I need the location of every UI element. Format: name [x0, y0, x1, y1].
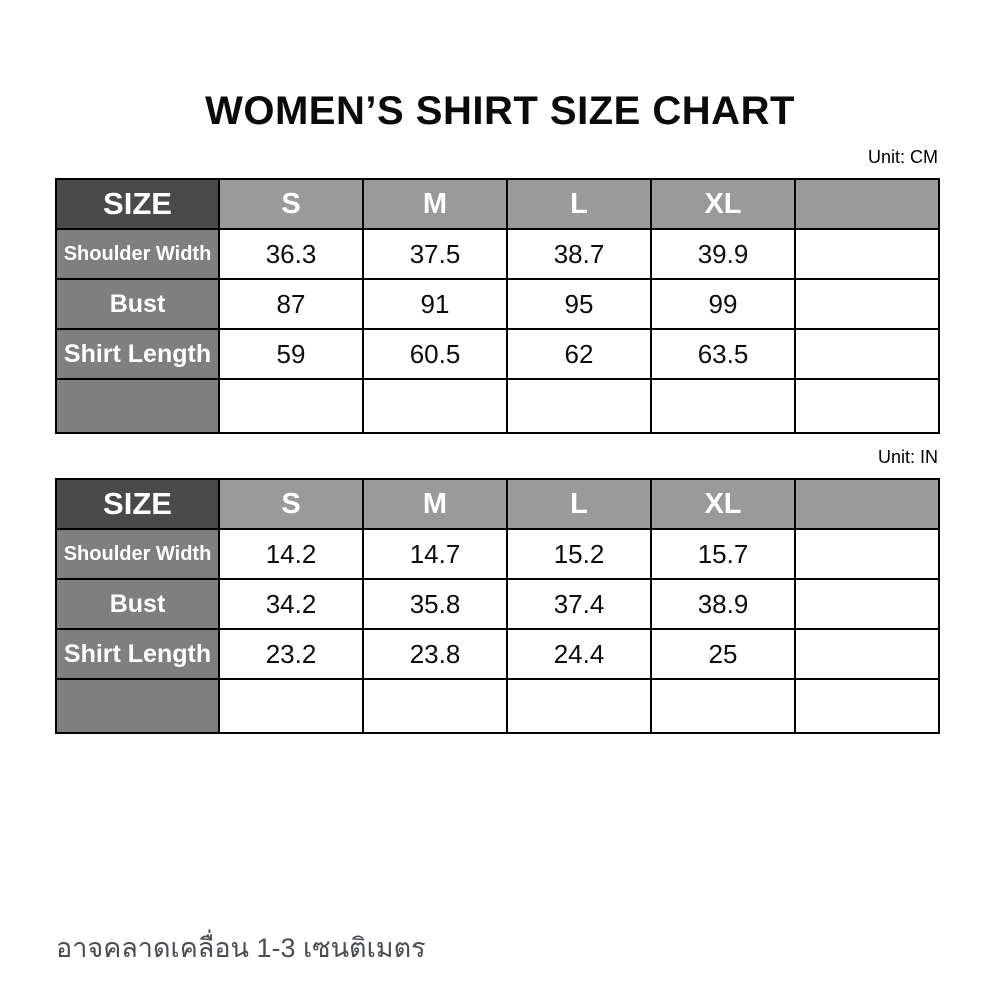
column-header-s: S — [218, 478, 364, 530]
data-cell: 36.3 — [218, 228, 364, 280]
data-cell: 87 — [218, 278, 364, 330]
table-row: Shoulder Width 36.3 37.5 38.7 39.9 — [55, 228, 940, 280]
data-cell: 34.2 — [218, 578, 364, 630]
row-label: Bust — [55, 578, 220, 630]
data-cell — [362, 378, 508, 434]
data-cell — [794, 378, 940, 434]
data-cell — [794, 328, 940, 380]
table-row-empty — [55, 378, 940, 434]
data-cell: 37.5 — [362, 228, 508, 280]
data-cell — [218, 678, 364, 734]
header-row: SIZE S M L XL — [55, 178, 940, 230]
unit-label-in: Unit: IN — [877, 447, 938, 467]
table-row: Bust 34.2 35.8 37.4 38.9 — [55, 578, 940, 630]
header-row: SIZE S M L XL — [55, 478, 940, 530]
data-cell: 24.4 — [506, 628, 652, 680]
data-cell: 63.5 — [650, 328, 796, 380]
data-cell — [794, 228, 940, 280]
data-cell — [506, 678, 652, 734]
data-cell — [650, 678, 796, 734]
data-cell: 14.7 — [362, 528, 508, 580]
column-header-l: L — [506, 478, 652, 530]
data-cell — [794, 628, 940, 680]
data-cell: 14.2 — [218, 528, 364, 580]
column-header-empty — [794, 178, 940, 230]
column-header-m: M — [362, 178, 508, 230]
unit-label-cm: Unit: CM — [867, 147, 938, 167]
data-cell — [218, 378, 364, 434]
data-cell: 15.7 — [650, 528, 796, 580]
data-cell — [794, 278, 940, 330]
column-header-xl: XL — [650, 178, 796, 230]
data-cell: 91 — [362, 278, 508, 330]
tolerance-footnote: อาจคลาดเคลื่อน 1-3 เซนติเมตร — [56, 933, 426, 963]
data-cell: 38.9 — [650, 578, 796, 630]
data-cell: 25 — [650, 628, 796, 680]
page-title: WOMEN’S SHIRT SIZE CHART — [205, 88, 795, 133]
table-row: Bust 87 91 95 99 — [55, 278, 940, 330]
row-label: Shoulder Width — [55, 228, 220, 280]
data-cell — [506, 378, 652, 434]
column-header-s: S — [218, 178, 364, 230]
table-row: Shirt Length 23.2 23.8 24.4 25 — [55, 628, 940, 680]
column-header-m: M — [362, 478, 508, 530]
data-cell: 38.7 — [506, 228, 652, 280]
data-cell — [650, 378, 796, 434]
row-label: Bust — [55, 278, 220, 330]
data-cell: 99 — [650, 278, 796, 330]
column-header-empty — [794, 478, 940, 530]
row-label — [55, 678, 220, 734]
data-cell — [794, 528, 940, 580]
data-cell: 15.2 — [506, 528, 652, 580]
column-header-xl: XL — [650, 478, 796, 530]
row-label: Shirt Length — [55, 328, 220, 380]
data-cell: 37.4 — [506, 578, 652, 630]
data-cell — [362, 678, 508, 734]
data-cell: 60.5 — [362, 328, 508, 380]
data-cell — [794, 578, 940, 630]
size-corner-cell: SIZE — [55, 178, 220, 230]
data-cell: 23.8 — [362, 628, 508, 680]
table-row: Shoulder Width 14.2 14.7 15.2 15.7 — [55, 528, 940, 580]
data-cell: 59 — [218, 328, 364, 380]
size-corner-cell: SIZE — [55, 478, 220, 530]
table-row: Shirt Length 59 60.5 62 63.5 — [55, 328, 940, 380]
column-header-l: L — [506, 178, 652, 230]
row-label: Shoulder Width — [55, 528, 220, 580]
row-label: Shirt Length — [55, 628, 220, 680]
size-table-in: SIZE S M L XL Shoulder Width 14.2 14.7 1… — [55, 478, 940, 734]
table-row-empty — [55, 678, 940, 734]
size-table-cm: SIZE S M L XL Shoulder Width 36.3 37.5 3… — [55, 178, 940, 434]
data-cell: 35.8 — [362, 578, 508, 630]
data-cell: 95 — [506, 278, 652, 330]
data-cell: 39.9 — [650, 228, 796, 280]
data-cell: 23.2 — [218, 628, 364, 680]
data-cell: 62 — [506, 328, 652, 380]
data-cell — [794, 678, 940, 734]
row-label — [55, 378, 220, 434]
